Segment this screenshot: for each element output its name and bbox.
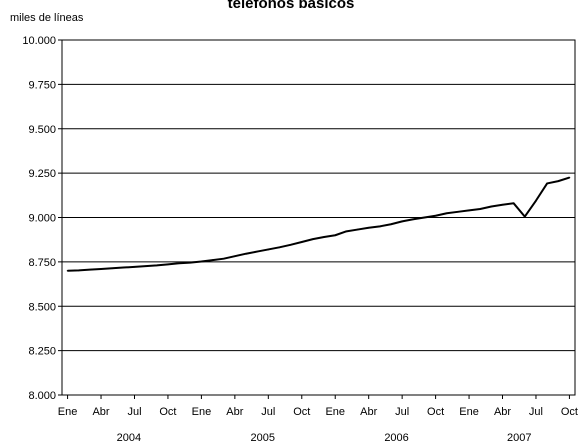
data-point <box>334 234 337 237</box>
data-point <box>89 268 91 271</box>
x-tick-label: Abr <box>494 406 511 418</box>
data-point <box>133 266 136 268</box>
data-point <box>323 236 325 238</box>
y-tick-label: 8.750 <box>28 257 56 269</box>
data-point <box>356 228 359 231</box>
data-point <box>278 246 281 249</box>
data-point <box>535 199 537 202</box>
data-point <box>155 264 158 267</box>
data-point <box>445 212 448 215</box>
data-point <box>490 205 493 208</box>
y-tick-label: 10.000 <box>22 35 56 47</box>
year-label: 2004 <box>117 432 141 444</box>
data-point <box>557 180 560 182</box>
data-point <box>312 238 314 240</box>
x-tick-label: Ene <box>325 406 345 418</box>
data-point <box>234 255 236 257</box>
y-axis-unit-label: miles de líneas <box>10 12 84 24</box>
x-axis-ticks: Ene Abr Jul Oct Ene Abr Jul Oct Ene Abr Jul Oct Ene A… <box>58 395 578 418</box>
year-label: 2005 <box>250 432 274 444</box>
x-tick-label: Jul <box>127 406 141 418</box>
y-tick-label: 9.000 <box>28 213 56 225</box>
gridlines <box>62 39 575 396</box>
data-point <box>512 202 515 205</box>
data-point <box>568 176 571 179</box>
y-tick-label: 8.250 <box>28 346 56 358</box>
x-tick-label: Abr <box>92 406 109 418</box>
data-point <box>122 266 125 269</box>
y-tick-label: 8.000 <box>28 390 56 402</box>
data-point <box>457 211 459 213</box>
data-point <box>401 220 403 223</box>
x-tick-label: Oct <box>427 406 444 418</box>
chart-title: teléfonos básicos <box>228 0 355 12</box>
data-point <box>66 269 69 272</box>
series-line <box>67 176 570 272</box>
x-tick-label: Abr <box>226 406 243 418</box>
data-point <box>367 226 370 229</box>
data-point <box>379 225 381 228</box>
x-axis-year-labels: 2004 2005 2006 2007 <box>117 432 532 444</box>
plot-area-frame <box>61 39 576 396</box>
y-tick-label: 9.500 <box>28 124 56 136</box>
y-axis-ticks: 8.000 8.250 8.500 8.750 9.000 9.250 9.500 9.750… <box>22 35 62 402</box>
year-label: 2007 <box>507 432 531 444</box>
year-label: 2006 <box>384 432 408 444</box>
x-tick-label: Oct <box>159 406 176 418</box>
data-point <box>267 248 270 251</box>
data-point <box>501 203 504 206</box>
data-point <box>211 259 214 261</box>
data-point <box>167 263 169 266</box>
x-tick-label: Ene <box>58 406 78 418</box>
data-point <box>111 267 113 270</box>
x-tick-label: Oct <box>293 406 310 418</box>
data-point <box>77 269 80 272</box>
data-point <box>479 208 482 210</box>
data-point <box>200 260 203 263</box>
x-tick-label: Jul <box>529 406 543 418</box>
data-point <box>300 241 303 243</box>
x-tick-label: Jul <box>395 406 409 418</box>
y-tick-label: 9.750 <box>28 79 56 91</box>
data-point <box>245 252 247 255</box>
data-point <box>468 209 470 212</box>
data-point <box>256 250 258 253</box>
data-point <box>345 230 348 233</box>
x-tick-label: Ene <box>459 406 479 418</box>
y-tick-label: 9.250 <box>28 168 56 180</box>
x-tick-label: Oct <box>561 406 578 418</box>
x-tick-label: Abr <box>360 406 377 418</box>
data-point <box>144 265 147 267</box>
data-point <box>434 214 437 217</box>
data-point <box>390 223 392 226</box>
data-point <box>524 215 526 218</box>
data-point <box>423 216 426 219</box>
data-point <box>412 218 415 221</box>
data-point <box>189 261 192 264</box>
series-group <box>66 176 571 272</box>
data-point <box>289 244 292 246</box>
y-tick-label: 8.500 <box>28 301 56 313</box>
data-point <box>222 257 225 260</box>
x-tick-label: Ene <box>192 406 212 418</box>
x-tick-label: Jul <box>261 406 275 418</box>
data-point <box>546 182 548 185</box>
data-point <box>100 268 102 270</box>
data-point <box>178 262 180 265</box>
